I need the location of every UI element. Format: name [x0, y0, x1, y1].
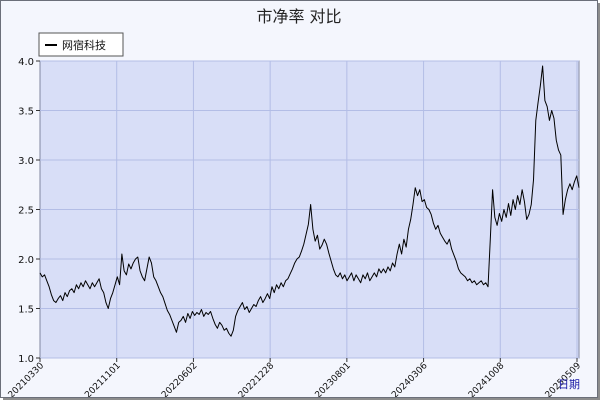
x-tick-label: 20211101 [83, 361, 122, 397]
x-tick-label: 20220602 [160, 361, 199, 397]
y-tick-label: 2.5 [18, 206, 34, 217]
legend-label: 网宿科技 [62, 38, 106, 52]
y-tick-label: 1.0 [18, 354, 34, 365]
series-line-0 [39, 65, 580, 337]
legend-box [38, 32, 124, 57]
y-tick-label: 3.5 [18, 107, 34, 118]
chart-title: 市净率 对比 [256, 7, 341, 26]
x-tick-label: 20210330 [7, 361, 47, 397]
x-tick-label: 20230801 [314, 361, 353, 397]
series-layer [39, 65, 580, 337]
y-tick-label: 2.0 [18, 255, 34, 266]
y-tick-label: 4.0 [18, 57, 34, 68]
x-tick-label: 20241008 [467, 361, 507, 397]
legend: 网宿科技 [38, 32, 124, 57]
y-tick-label: 1.5 [18, 305, 34, 316]
x-tick-label: 20221228 [237, 361, 277, 397]
x-axis-title: 日期 [558, 378, 580, 391]
x-tick-label: 20240306 [390, 361, 430, 397]
gridlines [40, 60, 579, 359]
y-tick-label: 3.0 [18, 156, 34, 167]
